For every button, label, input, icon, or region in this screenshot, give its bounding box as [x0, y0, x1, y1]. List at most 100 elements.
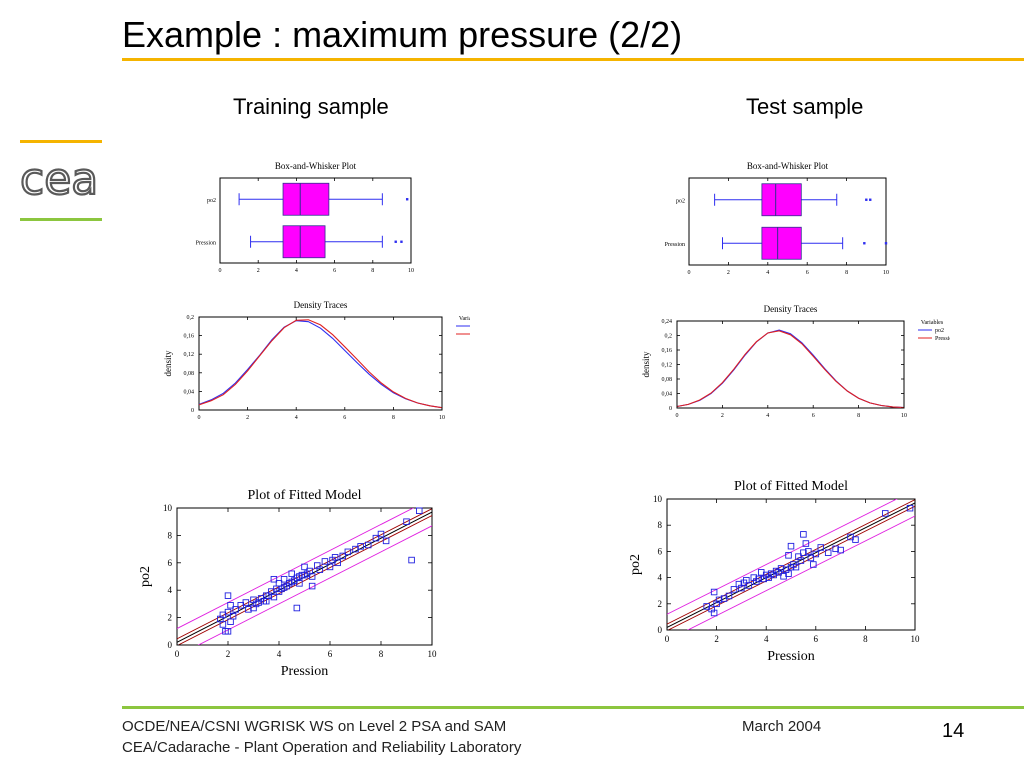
data-point: [364, 541, 372, 549]
data-point: [316, 566, 324, 573]
data-point: [416, 507, 423, 514]
outlier-point: [884, 242, 888, 245]
data-point: [344, 548, 352, 556]
data-point: [219, 621, 227, 628]
data-point: [805, 548, 812, 555]
outlier-point: [869, 198, 872, 201]
data-point: [755, 575, 763, 583]
data-point: [293, 604, 301, 612]
cea-logo: cea: [20, 153, 99, 204]
density-line-pression: [676, 330, 905, 409]
chart-title: Density Traces: [294, 300, 348, 310]
y-tick-label: 6: [658, 546, 663, 556]
training-column-title: Training sample: [233, 94, 389, 119]
data-point: [810, 561, 817, 568]
density-line-pression: [198, 319, 443, 409]
outlier-point: [394, 240, 397, 243]
x-tick-label: 4: [295, 415, 298, 421]
data-point: [280, 575, 288, 583]
outlier-point: [863, 242, 866, 245]
data-point: [357, 543, 364, 550]
legend-label: po2: [935, 328, 944, 334]
y-tick-label: 0,16: [662, 348, 673, 354]
y-tick-label: 0,08: [184, 371, 195, 377]
x-tick-label: 0: [175, 649, 180, 659]
iqr-box: [282, 182, 330, 216]
x-tick-label: 10: [883, 270, 889, 276]
logo-rule-bottom: [20, 218, 102, 221]
y-tick-label: 0,04: [184, 389, 195, 395]
data-point: [382, 537, 390, 545]
x-tick-label: 10: [901, 413, 907, 419]
outlier-point: [865, 198, 868, 201]
data-point: [792, 563, 800, 571]
x-tick-label: 0: [198, 415, 201, 421]
slide-title: Example : maximum pressure (2/2): [122, 14, 683, 55]
y-tick-label: 10: [163, 503, 173, 513]
x-tick-label: 2: [226, 649, 231, 659]
x-tick-label: 2: [727, 270, 730, 276]
y-tick-label: 0,2: [665, 334, 673, 340]
y-tick-label: 10: [653, 494, 663, 504]
data-point: [224, 608, 232, 616]
data-point: [288, 570, 295, 578]
y-tick-label: 0,24: [662, 319, 673, 325]
data-point: [785, 570, 792, 577]
data-point: [832, 545, 839, 553]
data-point: [296, 580, 303, 587]
data-point: [730, 586, 738, 593]
data-point: [740, 579, 748, 587]
data-point: [797, 557, 805, 564]
y-tick-label: 4: [168, 585, 173, 595]
footer-date: March 2004: [742, 718, 822, 735]
y-tick-label: 0,16: [184, 334, 195, 340]
x-tick-label: 4: [764, 634, 769, 644]
chart-title: Box-and-Whisker Plot: [275, 161, 357, 171]
data-point: [270, 575, 278, 583]
data-point: [710, 588, 718, 596]
prediction-band-upper: [177, 508, 415, 629]
y-tick-label: 4: [658, 573, 663, 583]
x-tick-label: 10: [911, 634, 921, 644]
legend-title: Variables: [921, 320, 944, 326]
x-tick-label: 0: [665, 634, 670, 644]
data-point: [372, 534, 380, 542]
data-point: [852, 536, 859, 543]
x-tick-label: 2: [714, 634, 719, 644]
footer-rule: [122, 706, 1024, 709]
y-axis-label: density: [163, 350, 173, 376]
iqr-box: [761, 226, 802, 260]
y-tick-label: 2: [658, 599, 663, 609]
x-tick-label: 10: [428, 649, 438, 659]
prediction-band-upper: [667, 499, 898, 615]
data-point: [326, 563, 334, 571]
data-point: [906, 504, 914, 512]
footer-lab: CEA/Cadarache - Plant Operation and Reli…: [122, 739, 522, 756]
data-point: [301, 563, 308, 571]
data-point: [242, 599, 250, 606]
outlier-point: [405, 198, 409, 201]
data-point: [881, 510, 889, 517]
x-tick-label: 2: [246, 415, 249, 421]
confidence-band-lower: [177, 515, 432, 645]
x-axis-label: Pression: [767, 649, 814, 664]
x-tick-label: 4: [295, 268, 298, 274]
y-axis-label: po2: [138, 566, 153, 587]
logo-rule-top: [20, 140, 102, 143]
x-tick-label: 10: [408, 268, 414, 274]
data-point: [787, 542, 795, 550]
y-tick-label: 0,2: [187, 315, 195, 321]
data-point: [785, 552, 792, 559]
data-point: [817, 544, 825, 551]
training-density-traces: Density Traces 0 2 4 6 8 10 0 0,04 0,08 0,12 0,16 0,…: [163, 300, 470, 421]
category-label: Pression: [196, 240, 216, 246]
x-tick-label: 2: [257, 268, 260, 274]
data-point: [800, 531, 807, 538]
data-point: [824, 549, 832, 556]
data-point: [377, 530, 385, 538]
data-point: [229, 612, 237, 620]
data-point: [339, 552, 346, 560]
chart-title: Plot of Fitted Model: [248, 488, 362, 503]
chart-title: Plot of Fitted Model: [734, 479, 848, 494]
iqr-box: [282, 225, 326, 259]
